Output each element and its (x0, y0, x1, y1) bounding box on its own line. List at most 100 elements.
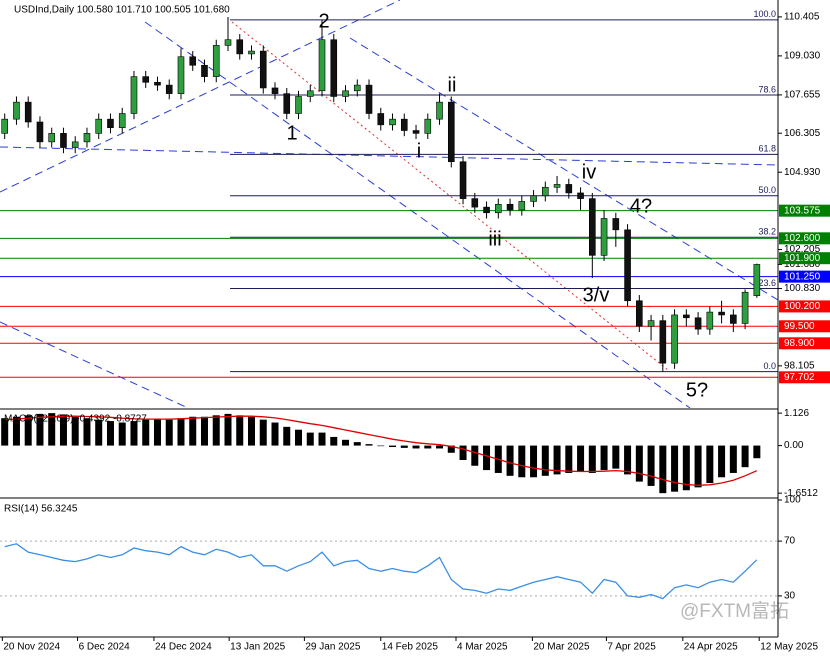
candle-body (60, 133, 67, 148)
macd-bar (424, 445, 432, 449)
candle-body (1, 118, 9, 134)
wave-label: 1 (286, 122, 297, 144)
x-tick-label: 13 Jan 2025 (230, 642, 285, 653)
fib-label: 100.0 (753, 9, 776, 19)
candle-body (36, 121, 44, 143)
candle-body (224, 39, 232, 46)
level-box (779, 320, 830, 333)
macd-bar (436, 445, 444, 449)
candle-body (577, 192, 584, 199)
y-tick-label: 109.030 (784, 51, 821, 62)
candle-body (436, 101, 443, 120)
macd-bar (682, 445, 690, 491)
candle-body (636, 300, 643, 327)
y-tick-label: 98.105 (784, 361, 815, 372)
macd-bar (177, 418, 185, 446)
x-tick-label: 20 Mar 2025 (533, 642, 590, 653)
wave-labels: 2 1 ii i iii iv 4? 3/v 5? (286, 10, 708, 401)
macd-bar (600, 445, 608, 471)
y-tick-label: 106.305 (784, 128, 821, 139)
macd-bar (729, 445, 737, 473)
macd-bar (624, 445, 632, 475)
candle-body (259, 50, 267, 89)
candle-body (471, 198, 479, 208)
plot: 110.405 109.030 107.655 106.305 104.930 102.2… (0, 9, 830, 653)
macd-bar (330, 436, 338, 446)
macd-bar (741, 445, 749, 468)
y-tick-label: 104.930 (784, 167, 821, 178)
candle-body (542, 186, 549, 197)
macd-bar (659, 445, 667, 494)
macd-bar (71, 416, 79, 446)
candle-body (248, 50, 255, 55)
signal-line (4, 415, 758, 486)
macd-bar (553, 445, 561, 475)
macd-bar (142, 419, 150, 446)
candle-body (48, 133, 56, 143)
macd-bar (295, 429, 303, 446)
macd-bar (365, 444, 373, 446)
trendline (349, 37, 778, 301)
x-tick-label: 7 Apr 2025 (607, 642, 656, 653)
candle-body (306, 90, 314, 97)
candle-body (201, 64, 208, 77)
macd-bar (24, 415, 32, 446)
candle-body (530, 195, 537, 202)
candle-body (412, 130, 420, 134)
rsi-line (4, 543, 758, 600)
wave-label: i (417, 140, 421, 162)
level-label: 103.575 (784, 205, 821, 216)
candle-body (353, 84, 361, 92)
level-label: 101.900 (784, 253, 821, 264)
candle-body (600, 218, 608, 256)
candle-body (424, 118, 432, 134)
candle-body (753, 264, 761, 296)
macd-bar (318, 432, 326, 446)
wave-label: 4? (630, 195, 652, 217)
macd-bar (718, 445, 726, 478)
macd-bar (471, 445, 479, 466)
candle-body (730, 314, 737, 324)
macd-bar (706, 445, 714, 484)
macd-bar (518, 445, 526, 478)
candle-body (389, 118, 396, 126)
macd-bar (459, 445, 467, 460)
y-tick-label: 107.655 (784, 90, 821, 101)
macd-bar (506, 445, 514, 476)
trendline (0, 0, 401, 193)
wave-label: ii (448, 74, 457, 96)
macd-bar (694, 445, 702, 488)
candle-body (154, 81, 161, 86)
x-tick-label: 24 Apr 2025 (684, 642, 738, 653)
candle-body (330, 39, 338, 97)
wave-label: 2 (318, 10, 329, 32)
macd-bar (83, 418, 91, 446)
y-tick-label: 30 (784, 591, 796, 602)
macd-bar (189, 416, 197, 446)
macd-bar (530, 445, 538, 478)
drawings (0, 0, 778, 408)
x-tick-label: 14 Feb 2025 (382, 642, 439, 653)
candle-body (494, 203, 502, 214)
y-tick-label: 102.205 (784, 244, 821, 255)
macd-bar (753, 445, 761, 459)
candle-body (236, 39, 244, 55)
macd-bar (118, 422, 126, 446)
macd-bar (12, 416, 20, 446)
fib-label: 61.8 (758, 144, 776, 154)
x-tick-label: 20 Nov 2024 (3, 642, 60, 653)
y-tick-label: 1.126 (784, 408, 809, 419)
candle-body (107, 118, 114, 128)
candle-body (659, 320, 667, 364)
macd-bar (36, 413, 44, 446)
candle-body (483, 206, 490, 214)
frame (0, 0, 779, 638)
candle-body (718, 311, 725, 316)
macd-bar (565, 445, 573, 473)
fib-label: 38.2 (758, 227, 776, 237)
y-tick-label: 100 (784, 495, 801, 506)
macd-bar (1, 418, 9, 446)
candle-body (342, 90, 349, 97)
candle-body (71, 141, 79, 148)
